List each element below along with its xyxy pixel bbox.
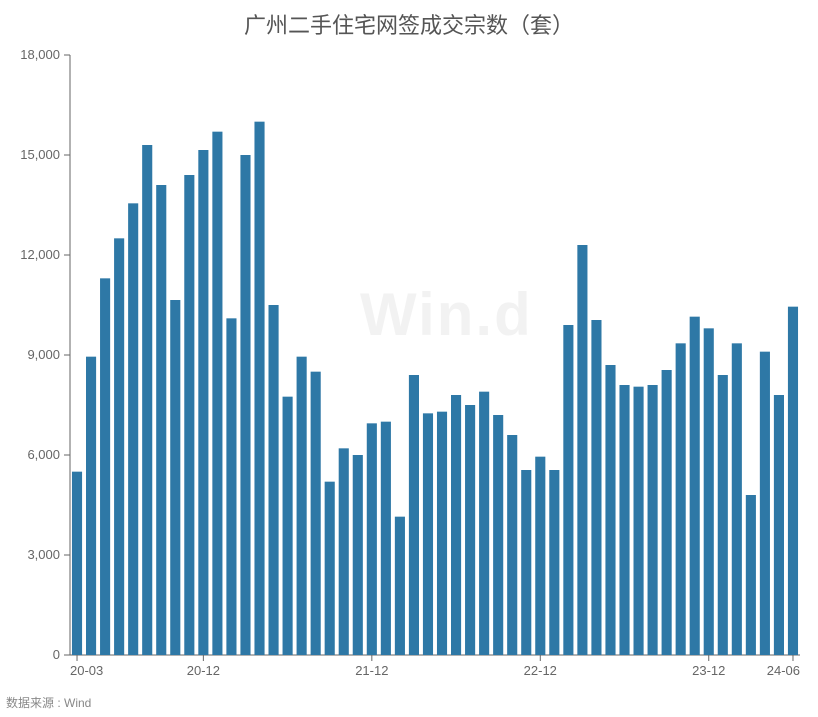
bar-chart-svg: 0 3,000 6,000 9,000 12,000 15,000 18,000 20-03 2… bbox=[0, 0, 818, 680]
svg-text:9,000: 9,000 bbox=[27, 347, 60, 362]
svg-text:0: 0 bbox=[53, 647, 60, 662]
svg-text:23-12: 23-12 bbox=[692, 663, 725, 678]
svg-text:20-12: 20-12 bbox=[187, 663, 220, 678]
svg-text:15,000: 15,000 bbox=[20, 147, 60, 162]
svg-text:21-12: 21-12 bbox=[355, 663, 388, 678]
svg-text:3,000: 3,000 bbox=[27, 547, 60, 562]
svg-text:12,000: 12,000 bbox=[20, 247, 60, 262]
svg-text:20-03: 20-03 bbox=[70, 663, 103, 678]
svg-text:22-12: 22-12 bbox=[524, 663, 557, 678]
svg-text:18,000: 18,000 bbox=[20, 47, 60, 62]
source-label: 数据来源 : Wind bbox=[6, 694, 91, 711]
chart-area: 0 3,000 6,000 9,000 12,000 15,000 18,000 20-03 2… bbox=[0, 0, 818, 680]
svg-text:6,000: 6,000 bbox=[27, 447, 60, 462]
svg-text:24-06: 24-06 bbox=[767, 663, 800, 678]
